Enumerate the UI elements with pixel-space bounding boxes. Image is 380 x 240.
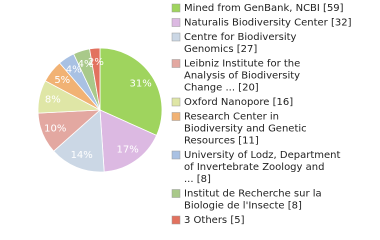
legend-label: Naturalis Biodiversity Center [32] [184,18,352,29]
legend-label: Centre for Biodiversity [184,32,297,43]
legend-label: Mined from GenBank, NCBI [59] [184,3,344,14]
legend-swatch [171,97,181,107]
pie-slice [89,47,101,111]
slice-label: 4% [66,64,82,75]
legend-swatch [171,189,181,198]
legend-label: Genomics [27] [184,44,257,55]
pie-slice [99,109,158,173]
slice-label: 14% [71,150,93,161]
slice-label: 17% [117,145,139,156]
pie-slice [99,47,163,136]
legend-label: Resources [11] [184,136,259,147]
legend-label: Institut de Recherche sur la [184,189,322,200]
legend-label: 3 Others [5] [184,215,245,226]
legend-label: Research Center in [184,112,279,123]
legend-swatch [171,3,181,13]
slice-label: 31% [129,79,151,90]
slice-label: 5% [54,75,70,86]
slice-label: 2% [88,57,104,68]
legend-label: Analysis of Biodiversity [184,71,300,82]
slice-label: 10% [44,123,66,134]
slice-label: 4% [78,59,94,70]
legend-label: Oxford Nanopore [16] [184,97,293,108]
legend: Mined from GenBank, NCBI [59] Naturalis B… [171,3,352,226]
legend-label: of Invertebrate Zoology and [184,162,324,173]
legend-label: Biodiversity and Genetic [184,124,307,135]
legend-swatch [171,215,181,225]
slice-label: 8% [45,94,61,105]
legend-label: ... [8] [184,174,211,185]
legend-swatch [171,18,181,27]
legend-label: Change ... [20] [184,83,259,94]
legend-swatch [171,150,181,160]
legend-swatch [171,59,181,68]
legend-label: Biologie de l'Insecte [8] [184,201,302,212]
legend-swatch [171,32,181,42]
legend-swatch [171,112,181,121]
legend-label: University of Lodz, Department [184,150,341,161]
legend-label: Leibniz Institute for the [184,59,300,70]
pie-slice [53,109,105,173]
